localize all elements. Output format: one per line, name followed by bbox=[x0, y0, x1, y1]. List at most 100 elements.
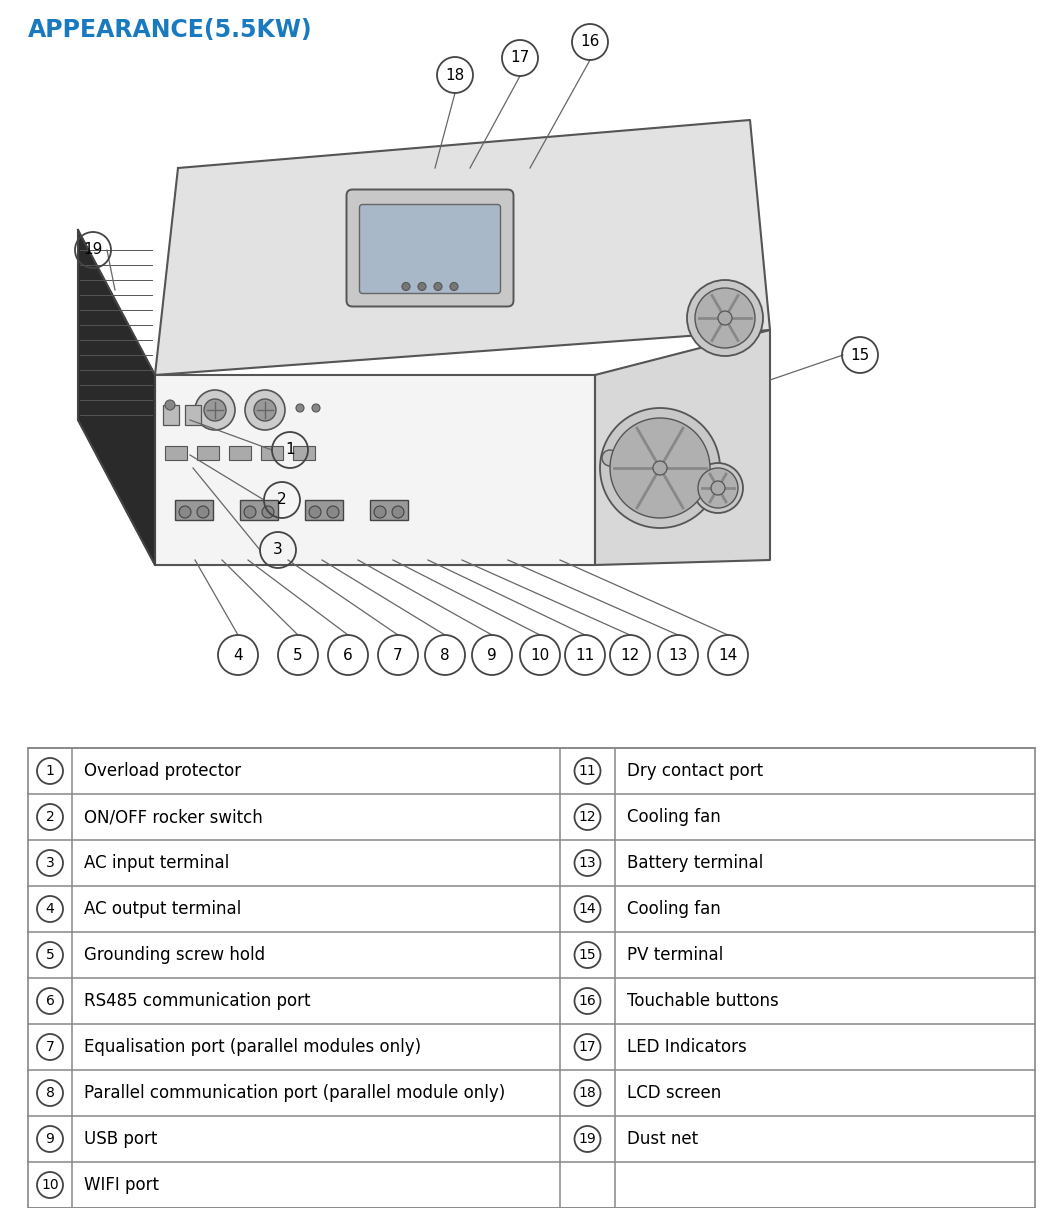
Circle shape bbox=[711, 481, 725, 495]
Text: 2: 2 bbox=[277, 493, 287, 507]
Circle shape bbox=[254, 399, 276, 422]
Text: 3: 3 bbox=[273, 542, 283, 558]
Text: LED Indicators: LED Indicators bbox=[628, 1038, 746, 1056]
Circle shape bbox=[687, 280, 763, 356]
Text: 7: 7 bbox=[393, 647, 403, 662]
Text: 9: 9 bbox=[488, 647, 497, 662]
Text: 12: 12 bbox=[620, 647, 639, 662]
Text: 10: 10 bbox=[41, 1178, 58, 1192]
Circle shape bbox=[450, 283, 458, 290]
Text: Equalisation port (parallel modules only): Equalisation port (parallel modules only… bbox=[84, 1038, 421, 1056]
Circle shape bbox=[695, 288, 755, 348]
Text: Cooling fan: Cooling fan bbox=[628, 808, 721, 826]
Circle shape bbox=[434, 283, 442, 290]
Text: 3: 3 bbox=[46, 856, 54, 870]
Circle shape bbox=[602, 451, 618, 466]
Polygon shape bbox=[155, 120, 770, 374]
Circle shape bbox=[392, 506, 404, 518]
Polygon shape bbox=[595, 330, 770, 565]
Circle shape bbox=[624, 451, 640, 466]
Bar bbox=[165, 446, 187, 460]
Circle shape bbox=[312, 403, 320, 412]
Circle shape bbox=[610, 418, 710, 518]
Text: PV terminal: PV terminal bbox=[628, 946, 723, 964]
Circle shape bbox=[418, 283, 426, 290]
Circle shape bbox=[204, 399, 226, 422]
Text: Overload protector: Overload protector bbox=[84, 762, 241, 780]
Text: 18: 18 bbox=[579, 1086, 597, 1100]
Text: 18: 18 bbox=[445, 68, 464, 82]
Circle shape bbox=[718, 310, 732, 325]
Text: 8: 8 bbox=[46, 1086, 54, 1100]
Text: Cooling fan: Cooling fan bbox=[628, 900, 721, 918]
Text: 19: 19 bbox=[579, 1132, 597, 1146]
Bar bbox=[240, 500, 278, 519]
Text: 17: 17 bbox=[579, 1040, 597, 1055]
Text: 19: 19 bbox=[84, 243, 103, 257]
Text: 9: 9 bbox=[46, 1132, 54, 1146]
Circle shape bbox=[402, 283, 410, 290]
Bar bbox=[370, 500, 408, 519]
Circle shape bbox=[195, 390, 235, 430]
Text: Battery terminal: Battery terminal bbox=[628, 854, 763, 872]
Circle shape bbox=[326, 506, 339, 518]
Text: 10: 10 bbox=[530, 647, 550, 662]
Text: 13: 13 bbox=[668, 647, 688, 662]
Circle shape bbox=[179, 506, 191, 518]
Circle shape bbox=[697, 467, 738, 509]
Text: 11: 11 bbox=[576, 647, 595, 662]
Polygon shape bbox=[78, 230, 155, 565]
Bar bbox=[229, 446, 251, 460]
Text: LCD screen: LCD screen bbox=[628, 1084, 721, 1102]
Bar bbox=[305, 500, 343, 519]
Text: 1: 1 bbox=[285, 442, 295, 458]
Text: 8: 8 bbox=[440, 647, 449, 662]
Circle shape bbox=[262, 506, 273, 518]
Bar bbox=[175, 500, 213, 519]
Text: 4: 4 bbox=[233, 647, 243, 662]
Text: 16: 16 bbox=[579, 994, 597, 1007]
Text: ON/OFF rocker switch: ON/OFF rocker switch bbox=[84, 808, 263, 826]
Text: 5: 5 bbox=[294, 647, 303, 662]
Circle shape bbox=[244, 506, 257, 518]
Text: Grounding screw hold: Grounding screw hold bbox=[84, 946, 265, 964]
FancyBboxPatch shape bbox=[359, 204, 500, 294]
Circle shape bbox=[245, 390, 285, 430]
Polygon shape bbox=[155, 374, 595, 565]
Text: 16: 16 bbox=[580, 35, 600, 50]
Text: RS485 communication port: RS485 communication port bbox=[84, 992, 311, 1010]
Text: Touchable buttons: Touchable buttons bbox=[628, 992, 779, 1010]
Text: 7: 7 bbox=[46, 1040, 54, 1055]
Bar bbox=[28, 748, 1035, 1208]
Text: 14: 14 bbox=[579, 902, 597, 916]
Circle shape bbox=[374, 506, 386, 518]
Bar bbox=[163, 405, 179, 425]
Text: 14: 14 bbox=[719, 647, 738, 662]
Text: 1: 1 bbox=[46, 763, 54, 778]
Text: 13: 13 bbox=[579, 856, 597, 870]
Text: 6: 6 bbox=[46, 994, 54, 1007]
Circle shape bbox=[296, 403, 304, 412]
Bar bbox=[293, 446, 315, 460]
Circle shape bbox=[693, 463, 743, 513]
Circle shape bbox=[197, 506, 209, 518]
Bar bbox=[261, 446, 283, 460]
Circle shape bbox=[310, 506, 321, 518]
Text: Dry contact port: Dry contact port bbox=[628, 762, 763, 780]
Bar bbox=[186, 405, 201, 425]
Text: 5: 5 bbox=[46, 948, 54, 962]
Text: AC output terminal: AC output terminal bbox=[84, 900, 242, 918]
Bar bbox=[197, 446, 219, 460]
Text: 17: 17 bbox=[510, 51, 530, 65]
Circle shape bbox=[653, 461, 667, 475]
Text: WIFI port: WIFI port bbox=[84, 1177, 159, 1194]
Text: USB port: USB port bbox=[84, 1129, 157, 1148]
Text: 15: 15 bbox=[579, 948, 597, 962]
Text: 11: 11 bbox=[579, 763, 597, 778]
Text: Parallel communication port (parallel module only): Parallel communication port (parallel mo… bbox=[84, 1084, 506, 1102]
Text: AC input terminal: AC input terminal bbox=[84, 854, 229, 872]
Text: 2: 2 bbox=[46, 811, 54, 824]
Text: 12: 12 bbox=[579, 811, 597, 824]
FancyBboxPatch shape bbox=[347, 190, 513, 307]
Circle shape bbox=[600, 408, 720, 528]
